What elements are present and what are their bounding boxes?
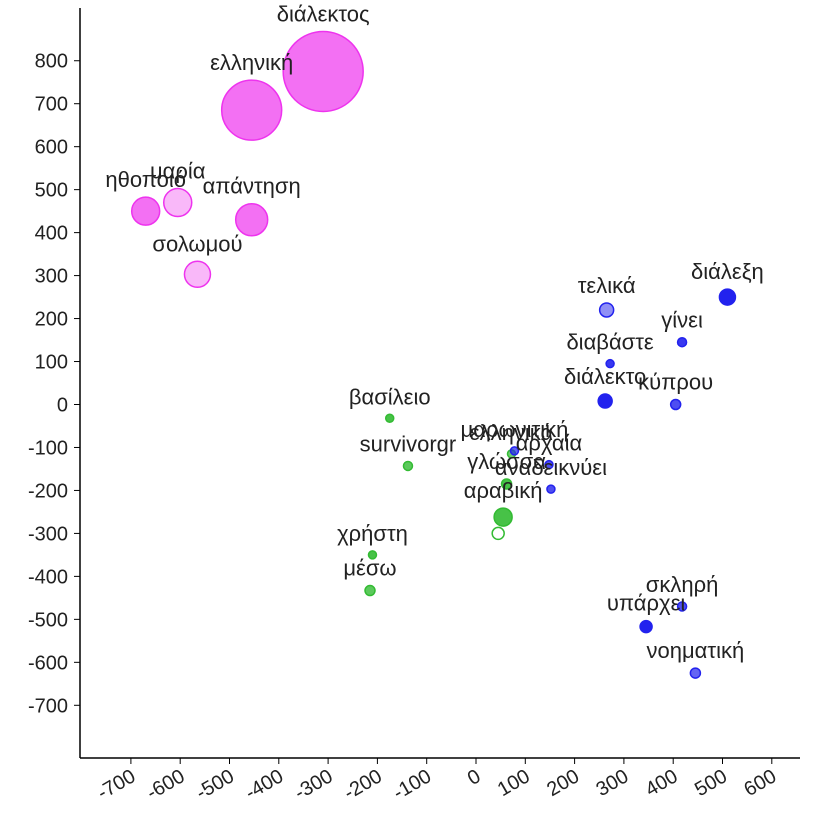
point-label: διαβάστε [566,330,653,355]
point-label: γίνει [661,308,703,333]
data-point [639,619,653,634]
x-tick-label: 0 [464,765,485,790]
data-point [546,484,556,494]
data-point [500,478,513,490]
point-label: γλώσσα [467,449,546,474]
data-point [402,460,414,472]
x-tick-label: 400 [642,765,682,801]
point-label: διάλεκτος [277,1,370,26]
y-tick-label: -400 [28,566,68,588]
y-tick-label: 400 [35,223,68,245]
y-tick-label: 500 [35,180,68,202]
y-tick-label: 200 [35,309,68,331]
x-tick-label: 300 [592,765,632,801]
point-label: υπάρχει [607,591,685,616]
y-tick-label: -700 [28,695,68,717]
data-point [183,260,212,289]
x-tick-label: -200 [340,765,386,804]
x-tick-label: -500 [192,765,238,804]
data-point [491,526,505,541]
x-tick-label: -700 [94,765,140,804]
point-label: αραβική [464,478,543,503]
point-label: αναδεικνύει [495,455,607,480]
point-label: μαρία [150,159,206,184]
data-point [676,336,688,348]
y-tick-label: -100 [28,437,68,459]
point-label: σολωμού [152,231,242,256]
y-tick-label: 300 [35,266,68,288]
data-point [162,187,193,218]
data-point [605,358,615,369]
data-point [669,398,682,411]
axes: 8007006005004003002001000-100-200-300-40… [28,8,800,804]
x-tick-label: 100 [494,765,534,801]
point-label: ελληνική [210,50,293,75]
data-point [220,79,283,141]
x-tick-label: 600 [740,765,780,801]
point-label: αρχαία [516,431,583,456]
y-tick-label: -300 [28,523,68,545]
point-label: survivorgr [360,431,457,456]
y-tick-label: -600 [28,652,68,674]
point-label: τελικά [578,273,636,298]
data-point [509,446,520,456]
data-point [597,393,613,409]
y-tick-label: 700 [35,94,68,116]
y-tick-label: 800 [35,51,68,73]
data-point [493,507,513,527]
data-point [598,302,615,318]
point-label: διάλεκτο [564,364,646,389]
point-label: κύπρου [638,370,713,395]
data-point [544,459,554,470]
point-label: βασίλειο [349,384,431,409]
point-label: μέσω [343,556,396,581]
data-point [130,196,161,226]
point-label: απάντηση [203,174,301,199]
x-tick-label: 200 [543,765,583,801]
data-point [384,413,395,424]
data-point [364,584,376,597]
data-point [676,601,688,612]
point-label: νοηματική [647,638,745,663]
y-tick-label: 0 [57,395,68,417]
x-tick-label: 500 [691,765,731,801]
point-label: ηθοποιό [105,167,186,192]
point-label: διάλεξη [691,259,764,284]
data-point [234,202,269,237]
data-point [282,30,364,113]
data-point [689,667,702,679]
point-label: μαρωνιτική [461,417,569,442]
point-label: σκληρή [646,572,719,597]
x-tick-label: -100 [390,765,436,804]
data-point [718,288,737,306]
y-tick-label: -200 [28,480,68,502]
y-tick-label: 600 [35,137,68,159]
point-label: χρήστη [337,521,408,546]
y-tick-label: 100 [35,352,68,374]
data-points [130,30,737,679]
data-point [367,550,378,560]
x-tick-label: -600 [143,765,189,804]
point-label: ελληνικά [470,420,554,445]
y-tick-label: -500 [28,609,68,631]
x-tick-label: -300 [291,765,337,804]
x-tick-label: -400 [242,765,288,804]
